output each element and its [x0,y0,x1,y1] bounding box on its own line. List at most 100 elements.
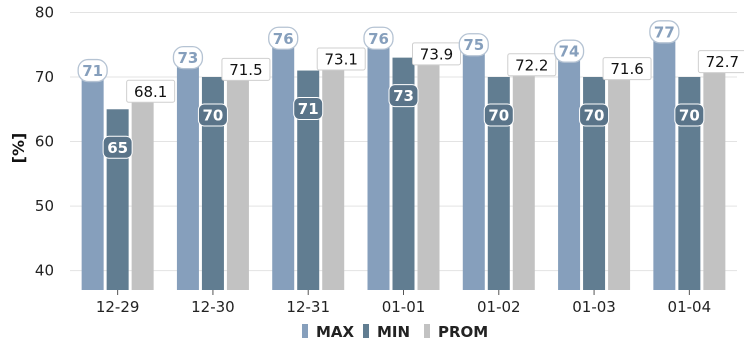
bar-max [462,44,485,291]
data-label-prom: 68.1 [126,79,176,103]
data-label-prom: 73.1 [316,47,366,71]
data-label-text: 71 [298,100,319,118]
data-label-text: 73.1 [325,50,358,68]
data-label-min: 73 [388,84,419,108]
data-label-prom: 71.5 [221,57,271,81]
y-tick-label: 70 [35,68,54,86]
bar-prom [226,67,249,291]
data-label-box [126,79,176,103]
bar-min [678,77,701,290]
data-label-max: 71 [77,58,108,83]
data-label-text: 77 [654,23,675,41]
legend-swatch-prom [424,324,430,338]
legend-label-prom: PROM [438,323,488,341]
data-label-text: 73 [177,49,198,67]
data-label-box [102,135,133,159]
data-label-box [388,84,419,108]
x-tick-label: 01-04 [668,298,712,316]
x-tick-label: 12-30 [191,298,235,316]
data-label-box [221,57,271,81]
data-label-min: 70 [483,103,514,127]
data-labels: 71 65 68.1 73 70 71.5 76 71 73.1 76 73 73.9 75 70 72.2… [77,20,744,159]
data-label-text: 72.7 [706,53,739,71]
data-label-box [602,57,652,81]
data-label-prom: 72.2 [507,53,557,77]
y-tick-label: 40 [35,262,54,280]
data-label-box [412,42,461,66]
bar-min [201,77,224,290]
x-tick-label: 12-31 [286,298,330,316]
bar-prom [417,51,440,291]
data-label-min: 70 [579,103,610,127]
y-axis-ticks: 40 50 60 70 80 [35,3,54,279]
bar-max [176,57,199,290]
bar-min [392,57,415,290]
data-label-prom: 73.9 [412,42,461,66]
data-label-prom: 71.6 [602,57,652,81]
x-axis-ticks: 12-29 12-30 12-31 01-01 01-02 01-03 01-04 [96,290,711,316]
data-label-text: 70 [679,107,700,125]
data-label-text: 70 [488,107,509,125]
bar-min [487,77,510,290]
bar-prom [608,66,631,290]
bar-prom [703,59,726,291]
data-label-text: 76 [273,30,294,48]
data-label-max: 73 [172,45,204,70]
bar-max [558,51,581,290]
bar-min [583,77,606,290]
data-label-max: 75 [458,33,489,57]
data-label-text: 68.1 [134,83,167,101]
data-label-text: 71 [82,62,103,80]
x-tick-label: 01-02 [477,298,521,316]
data-label-box [316,47,366,71]
data-label-box [483,103,514,127]
data-label-text: 73 [393,87,414,105]
y-axis-title: [%] [9,133,28,164]
data-label-box [77,58,108,83]
data-label-text: 71.6 [610,60,643,78]
bar-min [297,70,320,290]
data-label-text: 71.5 [229,61,262,79]
bar-prom [131,89,154,290]
data-label-max: 74 [553,39,585,63]
data-label-max: 76 [363,26,394,50]
data-label-box [674,103,705,127]
bars [81,31,726,291]
data-label-text: 72.2 [515,56,548,74]
data-label-min: 71 [293,97,324,121]
data-label-box [172,45,204,70]
data-label-min: 65 [102,135,133,159]
data-label-box [697,50,744,74]
x-tick-label: 01-03 [572,298,616,316]
bar-max [653,31,676,291]
data-label-text: 73.9 [420,45,453,63]
x-tick-label: 01-01 [382,298,426,316]
bar-max [367,38,390,290]
y-tick-label: 50 [35,197,54,215]
x-tick-label: 12-29 [96,298,140,316]
legend-label-min: MIN [377,323,410,341]
bar-max [272,38,295,290]
data-label-box [507,53,557,77]
legend-swatch-min [363,324,369,338]
data-label-min: 70 [197,103,228,127]
y-tick-label: 60 [35,133,54,151]
data-label-box [268,26,299,50]
data-label-box [293,97,324,121]
data-label-text: 65 [107,139,128,157]
y-tick-label: 80 [35,3,54,21]
bar-prom [512,62,535,290]
data-label-box [579,103,610,127]
bar-max [81,70,104,290]
data-label-max: 77 [649,20,680,44]
data-label-prom: 72.7 [697,50,744,74]
data-label-min: 70 [674,103,705,127]
data-label-max: 76 [268,26,299,50]
legend: MAX MIN PROM [302,323,488,341]
bar-prom [322,56,345,291]
data-label-box [649,20,680,44]
legend-swatch-max [302,324,308,338]
data-label-text: 76 [368,30,389,48]
data-label-box [363,26,394,50]
